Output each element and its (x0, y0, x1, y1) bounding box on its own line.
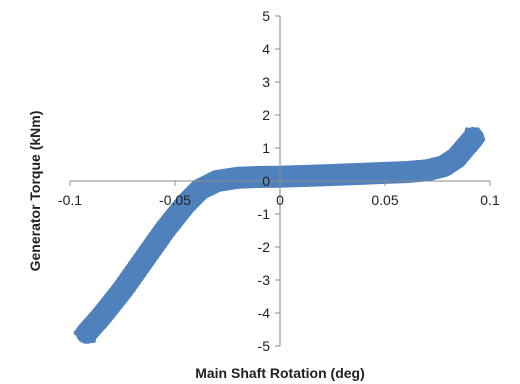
y-axis-title: Generator Torque (kNm) (27, 111, 43, 272)
data-point (319, 172, 326, 178)
data-point (324, 171, 331, 178)
data-point (308, 172, 315, 179)
x-tick-label: -0.05 (159, 192, 191, 208)
y-tick-label: 1 (262, 140, 270, 156)
data-point (335, 171, 342, 178)
data-point (350, 170, 357, 177)
data-point (266, 173, 273, 180)
y-tick-label: -3 (258, 272, 271, 288)
data-point (272, 173, 279, 180)
data-layer (73, 127, 486, 344)
y-tick-label: -1 (258, 206, 271, 222)
data-point (298, 172, 305, 179)
data-point (371, 169, 378, 176)
data-point (464, 127, 470, 133)
y-tick-label: 3 (262, 74, 270, 90)
x-axis-title: Main Shaft Rotation (deg) (195, 365, 365, 381)
y-tick-label: -2 (258, 239, 271, 255)
data-point (287, 173, 294, 179)
data-point (361, 170, 368, 177)
x-tick-label: 0.05 (371, 192, 398, 208)
data-point (382, 169, 389, 176)
data-point (329, 171, 336, 178)
y-tick-label: -5 (258, 338, 271, 354)
data-point (345, 170, 352, 177)
data-point (340, 171, 347, 178)
data-point (366, 170, 373, 177)
data-point (472, 147, 478, 153)
data-point (479, 136, 486, 143)
y-tick-label: 0 (262, 173, 270, 189)
data-point (303, 172, 310, 179)
y-tick-label: 4 (262, 41, 270, 57)
data-point (459, 136, 466, 143)
data-point (90, 337, 97, 344)
x-tick-label: 0.1 (480, 192, 500, 208)
data-point (314, 172, 321, 179)
data-point (469, 127, 475, 133)
x-tick-label: -0.1 (58, 192, 82, 208)
data-point (462, 147, 468, 153)
data-point (467, 147, 473, 153)
y-tick-label: 2 (262, 107, 270, 123)
data-point (377, 169, 384, 176)
data-point (474, 127, 480, 133)
data-point (293, 172, 300, 179)
y-tick-label: -4 (258, 305, 271, 321)
x-tick-label: 0 (276, 192, 284, 208)
tick-label-layer: -0.1 -0.05 0 0.05 0.1 -5 -4 -3 -2 -1 0 1 2 3 4 5 (58, 8, 500, 354)
y-tick-label: 5 (262, 8, 270, 24)
axes-layer (69, 15, 491, 347)
data-point (356, 170, 363, 177)
data-point (387, 169, 394, 176)
data-point (282, 173, 289, 180)
